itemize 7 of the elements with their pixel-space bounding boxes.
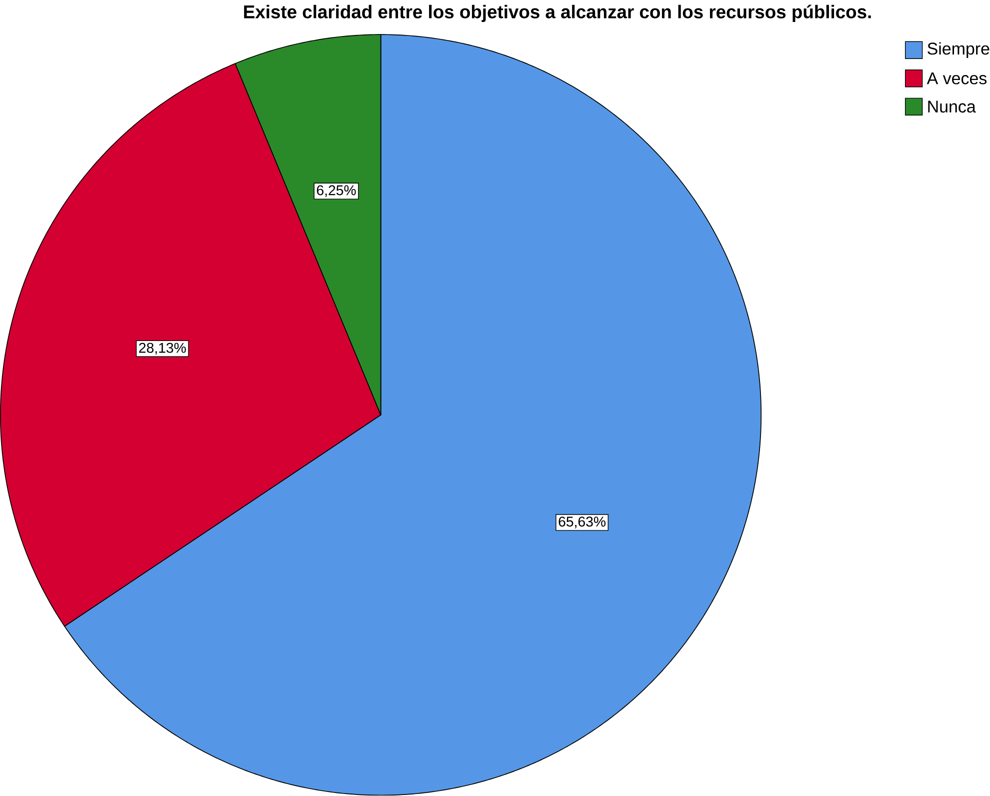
data-label: 65,63%: [558, 516, 606, 528]
chart-title: Existe claridad entre los objetivos a alcanzar con los recursos públicos.: [244, 4, 871, 22]
data-label: 6,25%: [316, 185, 356, 198]
legend-label: Nunca: [928, 100, 976, 113]
data-label: 28,13%: [139, 342, 186, 355]
legend-label: Siempre: [928, 42, 990, 58]
legend-label: A veces: [926, 72, 987, 84]
